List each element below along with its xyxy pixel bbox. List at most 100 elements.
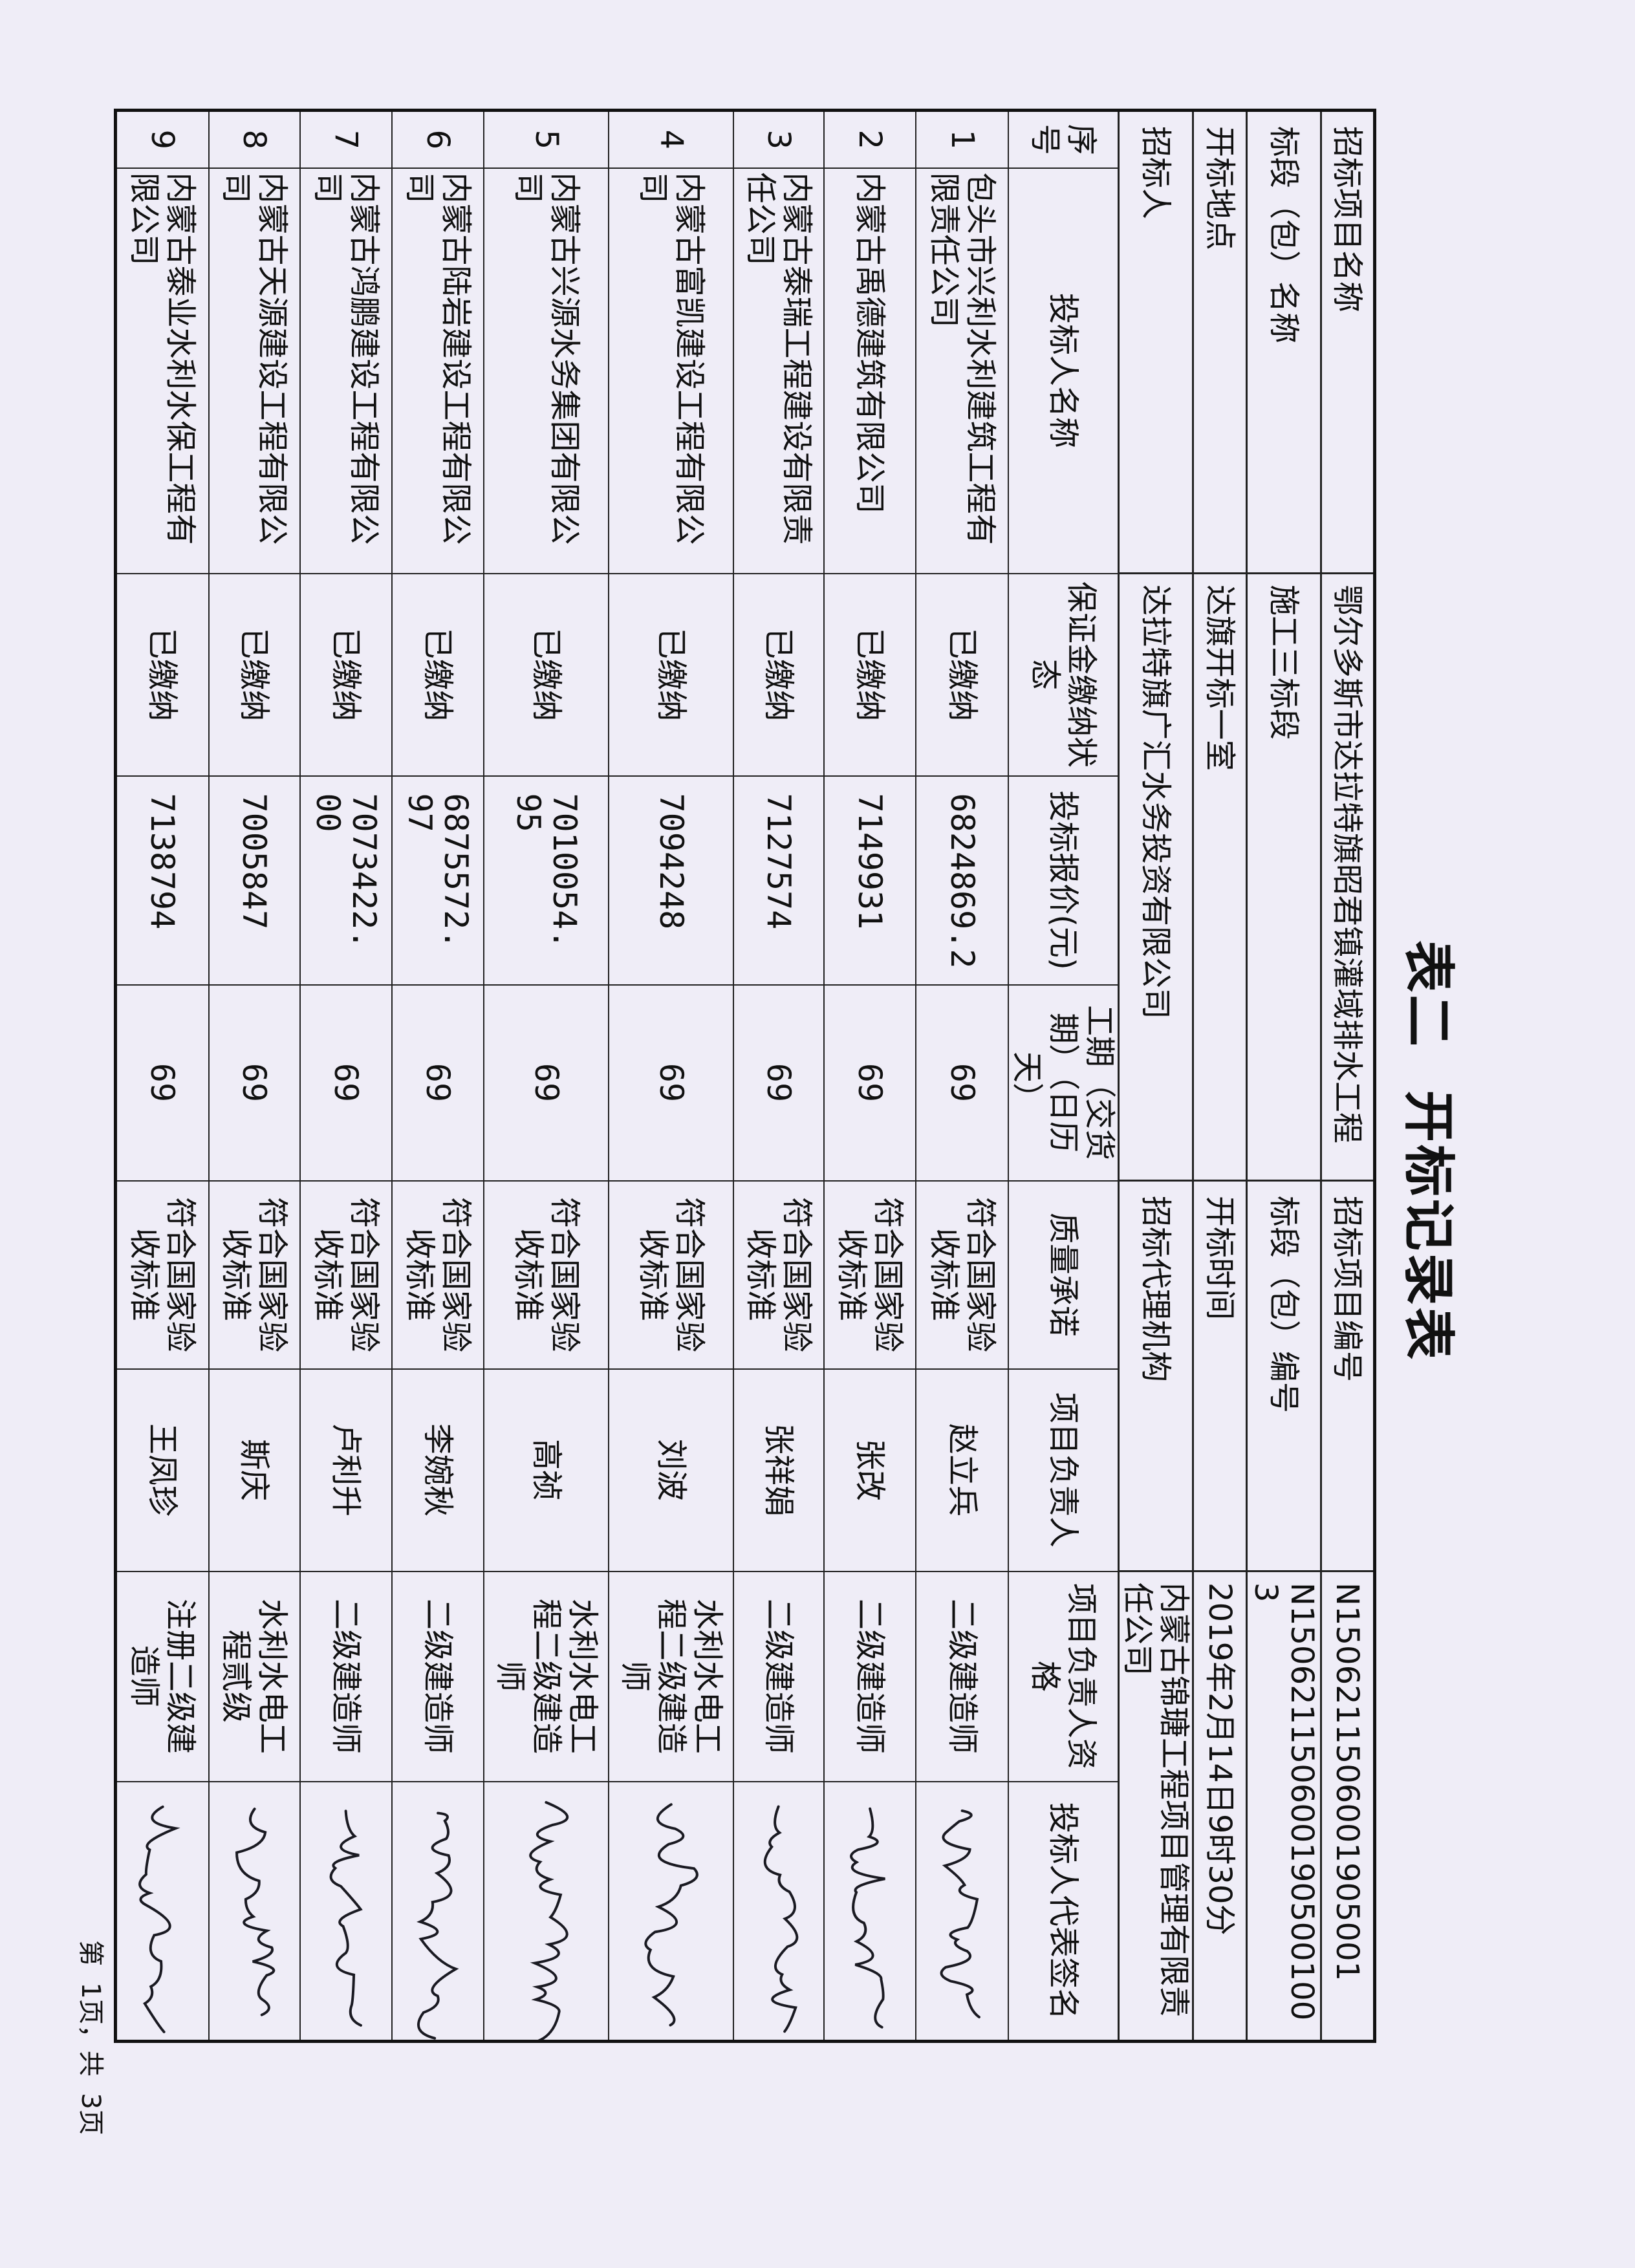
- quality-commitment: 符合国家验收标准: [733, 1180, 825, 1369]
- project-row: 招标项目名称 鄂尔多斯市达拉特旗昭君镇灌域排水工程 招标项目编号 N150621…: [1321, 110, 1375, 2042]
- row-number: 2: [824, 110, 916, 168]
- table-row: 4 内蒙古富凯建设工程有限公司 已缴纳 7094248 69 符合国家验收标准 刘波 水利水电…: [609, 110, 733, 2042]
- deposit-status: 已缴纳: [208, 573, 300, 776]
- signature-scribble: [329, 1809, 363, 2027]
- deposit-status: 已缴纳: [484, 573, 609, 776]
- signature-scribble: [764, 1805, 799, 2033]
- manager-qualification: 注册二级建造师: [115, 1571, 209, 1782]
- manager-qualification: 二级建造师: [299, 1571, 393, 1782]
- bid-price: 7127574: [733, 775, 825, 985]
- project-manager: 刘波: [609, 1368, 733, 1571]
- deposit-status: 已缴纳: [916, 573, 1008, 776]
- deposit-status: 已缴纳: [609, 573, 733, 776]
- duration-days: 69: [824, 984, 916, 1181]
- bidder-signature: [208, 1781, 300, 2042]
- bid-opening-record-table: 招标项目名称 鄂尔多斯市达拉特旗昭君镇灌域排水工程 招标项目编号 N150621…: [114, 109, 1376, 2044]
- deposit-status: 已缴纳: [733, 573, 825, 776]
- bid-price: 6875572. 97: [392, 775, 484, 985]
- bidder-name: 内蒙古富凯建设工程有限公司: [609, 167, 733, 574]
- bidder-signature: [733, 1781, 825, 2042]
- bidder-name: 内蒙古陆岩建设工程有限公司: [392, 167, 484, 574]
- bid-price: 7149931: [824, 775, 916, 985]
- quality-commitment: 符合国家验收标准: [916, 1180, 1008, 1369]
- bidder-name: 内蒙古天源建设工程有限公司: [208, 167, 300, 574]
- table-row: 1 包头市兴利水利建筑工程有限责任公司 已缴纳 6824869.2 69 符合国家验收标准…: [916, 110, 1008, 2042]
- table-row: 9 内蒙古泰业水利水保工程有限公司 已缴纳 7138794 69 符合国家验收标准 王凤珍注…: [115, 110, 209, 2042]
- manager-qualification: 二级建造师: [392, 1571, 484, 1782]
- duration-days: 69: [208, 984, 300, 1181]
- duration-days: 69: [392, 984, 484, 1181]
- bidder-signature: [609, 1781, 733, 2042]
- duration-days: 69: [299, 984, 393, 1181]
- column-header-deposit: 保证金缴纳状态: [1008, 573, 1119, 776]
- project-manager: 斯庆: [208, 1368, 300, 1571]
- quality-commitment: 符合国家验收标准: [115, 1180, 209, 1369]
- column-header-signature: 投标人代表签名: [1008, 1781, 1119, 2042]
- agency-value: 内蒙古锦瑭工程项目管理有限责任公司: [1118, 1571, 1193, 2042]
- quality-commitment: 符合国家验收标准: [299, 1180, 393, 1369]
- row-number: 8: [208, 110, 300, 168]
- bidder-name: 内蒙古兴源水务集团有限公司: [484, 167, 609, 574]
- table-row: 8 内蒙古天源建设工程有限公司 已缴纳 7005847 69 符合国家验收标准 斯庆 水利水电…: [208, 110, 300, 2042]
- quality-commitment: 符合国家验收标准: [824, 1180, 916, 1369]
- column-header-row: 序号 投标人名称 保证金缴纳状态 投标报价(元) 工期（交货期）（日历天） 质量…: [1008, 110, 1119, 2042]
- column-header-bidder: 投标人名称: [1008, 167, 1119, 574]
- signature-scribble: [235, 1807, 275, 2016]
- table-row: 3 内蒙古泰瑞工程建设有限责任公司 已缴纳 7127574 69 符合国家验收标准 张祥娟二…: [733, 110, 825, 2042]
- column-header-manager: 项目负责人: [1008, 1368, 1119, 1571]
- manager-qualification: 水利水电工程二级建造师: [484, 1571, 609, 1782]
- row-number: 6: [392, 110, 484, 168]
- deposit-status: 已缴纳: [299, 573, 393, 776]
- project-name-label: 招标项目名称: [1321, 110, 1375, 574]
- project-name-value: 鄂尔多斯市达拉特旗昭君镇灌域排水工程: [1321, 573, 1375, 1181]
- column-header-qualification: 项目负责人资格: [1008, 1571, 1119, 1782]
- tenderer-label: 招标人: [1118, 110, 1193, 574]
- deposit-status: 已缴纳: [115, 573, 209, 776]
- bidder-signature: [299, 1781, 393, 2042]
- row-number: 3: [733, 110, 825, 168]
- column-header-no: 序号: [1008, 110, 1119, 168]
- bidder-name: 内蒙古禹德建筑有限公司: [824, 167, 916, 574]
- bid-price: 7138794: [115, 775, 209, 985]
- column-header-duration: 工期（交货期）（日历天）: [1008, 984, 1119, 1181]
- row-number: 1: [916, 110, 1008, 168]
- duration-days: 69: [115, 984, 209, 1181]
- project-manager: 王凤珍: [115, 1368, 209, 1571]
- manager-qualification: 二级建造师: [824, 1571, 916, 1782]
- project-no-label: 招标项目编号: [1321, 1180, 1375, 1571]
- manager-qualification: 二级建造师: [733, 1571, 825, 1782]
- row-number: 9: [115, 110, 209, 168]
- bidder-name: 内蒙古泰瑞工程建设有限责任公司: [733, 167, 825, 574]
- section-no-value: N1506211506001905001003: [1246, 1571, 1321, 2042]
- project-manager: 张祥娟: [733, 1368, 825, 1571]
- signature-scribble: [940, 1809, 980, 2018]
- project-manager: 卢利升: [299, 1368, 393, 1571]
- manager-qualification: 二级建造师: [916, 1571, 1008, 1782]
- section-no-label: 标段（包）编号: [1246, 1180, 1321, 1571]
- time-value: 2019年2月14日9时30分: [1193, 1571, 1247, 2042]
- project-manager: 李婉秋: [392, 1368, 484, 1571]
- quality-commitment: 符合国家验收标准: [392, 1180, 484, 1369]
- row-number: 7: [299, 110, 393, 168]
- duration-days: 69: [609, 984, 733, 1181]
- quality-commitment: 符合国家验收标准: [484, 1180, 609, 1369]
- column-header-quality: 质量承诺: [1008, 1180, 1119, 1369]
- agency-label: 招标代理机构: [1118, 1180, 1193, 1571]
- bid-price: 7073422. 00: [299, 775, 393, 985]
- tenderer-row: 招标人 达拉特旗广汇水务投资有限公司 招标代理机构 内蒙古锦瑭工程项目管理有限责…: [1118, 110, 1193, 2042]
- bid-price: 7010054. 95: [484, 775, 609, 985]
- venue-label: 开标地点: [1193, 110, 1247, 574]
- signature-scribble: [529, 1800, 569, 2040]
- column-header-price: 投标报价(元): [1008, 775, 1119, 985]
- venue-time-row: 开标地点 达旗开标一室 开标时间 2019年2月14日9时30分: [1193, 110, 1247, 2042]
- manager-qualification: 水利水电工程贰级: [208, 1571, 300, 1782]
- table-row: 2 内蒙古禹德建筑有限公司 已缴纳 7149931 69 符合国家验收标准 张改 二级建造师: [824, 110, 916, 2042]
- quality-commitment: 符合国家验收标准: [609, 1180, 733, 1369]
- page-title: 表二 开标记录表: [1398, 940, 1458, 1362]
- deposit-status: 已缴纳: [392, 573, 484, 776]
- bidder-name: 内蒙古鸿鹏建设工程有限公司: [299, 167, 393, 574]
- project-manager: 赵立兵: [916, 1368, 1008, 1571]
- signature-scribble: [417, 1811, 459, 2040]
- bidder-signature: [824, 1781, 916, 2042]
